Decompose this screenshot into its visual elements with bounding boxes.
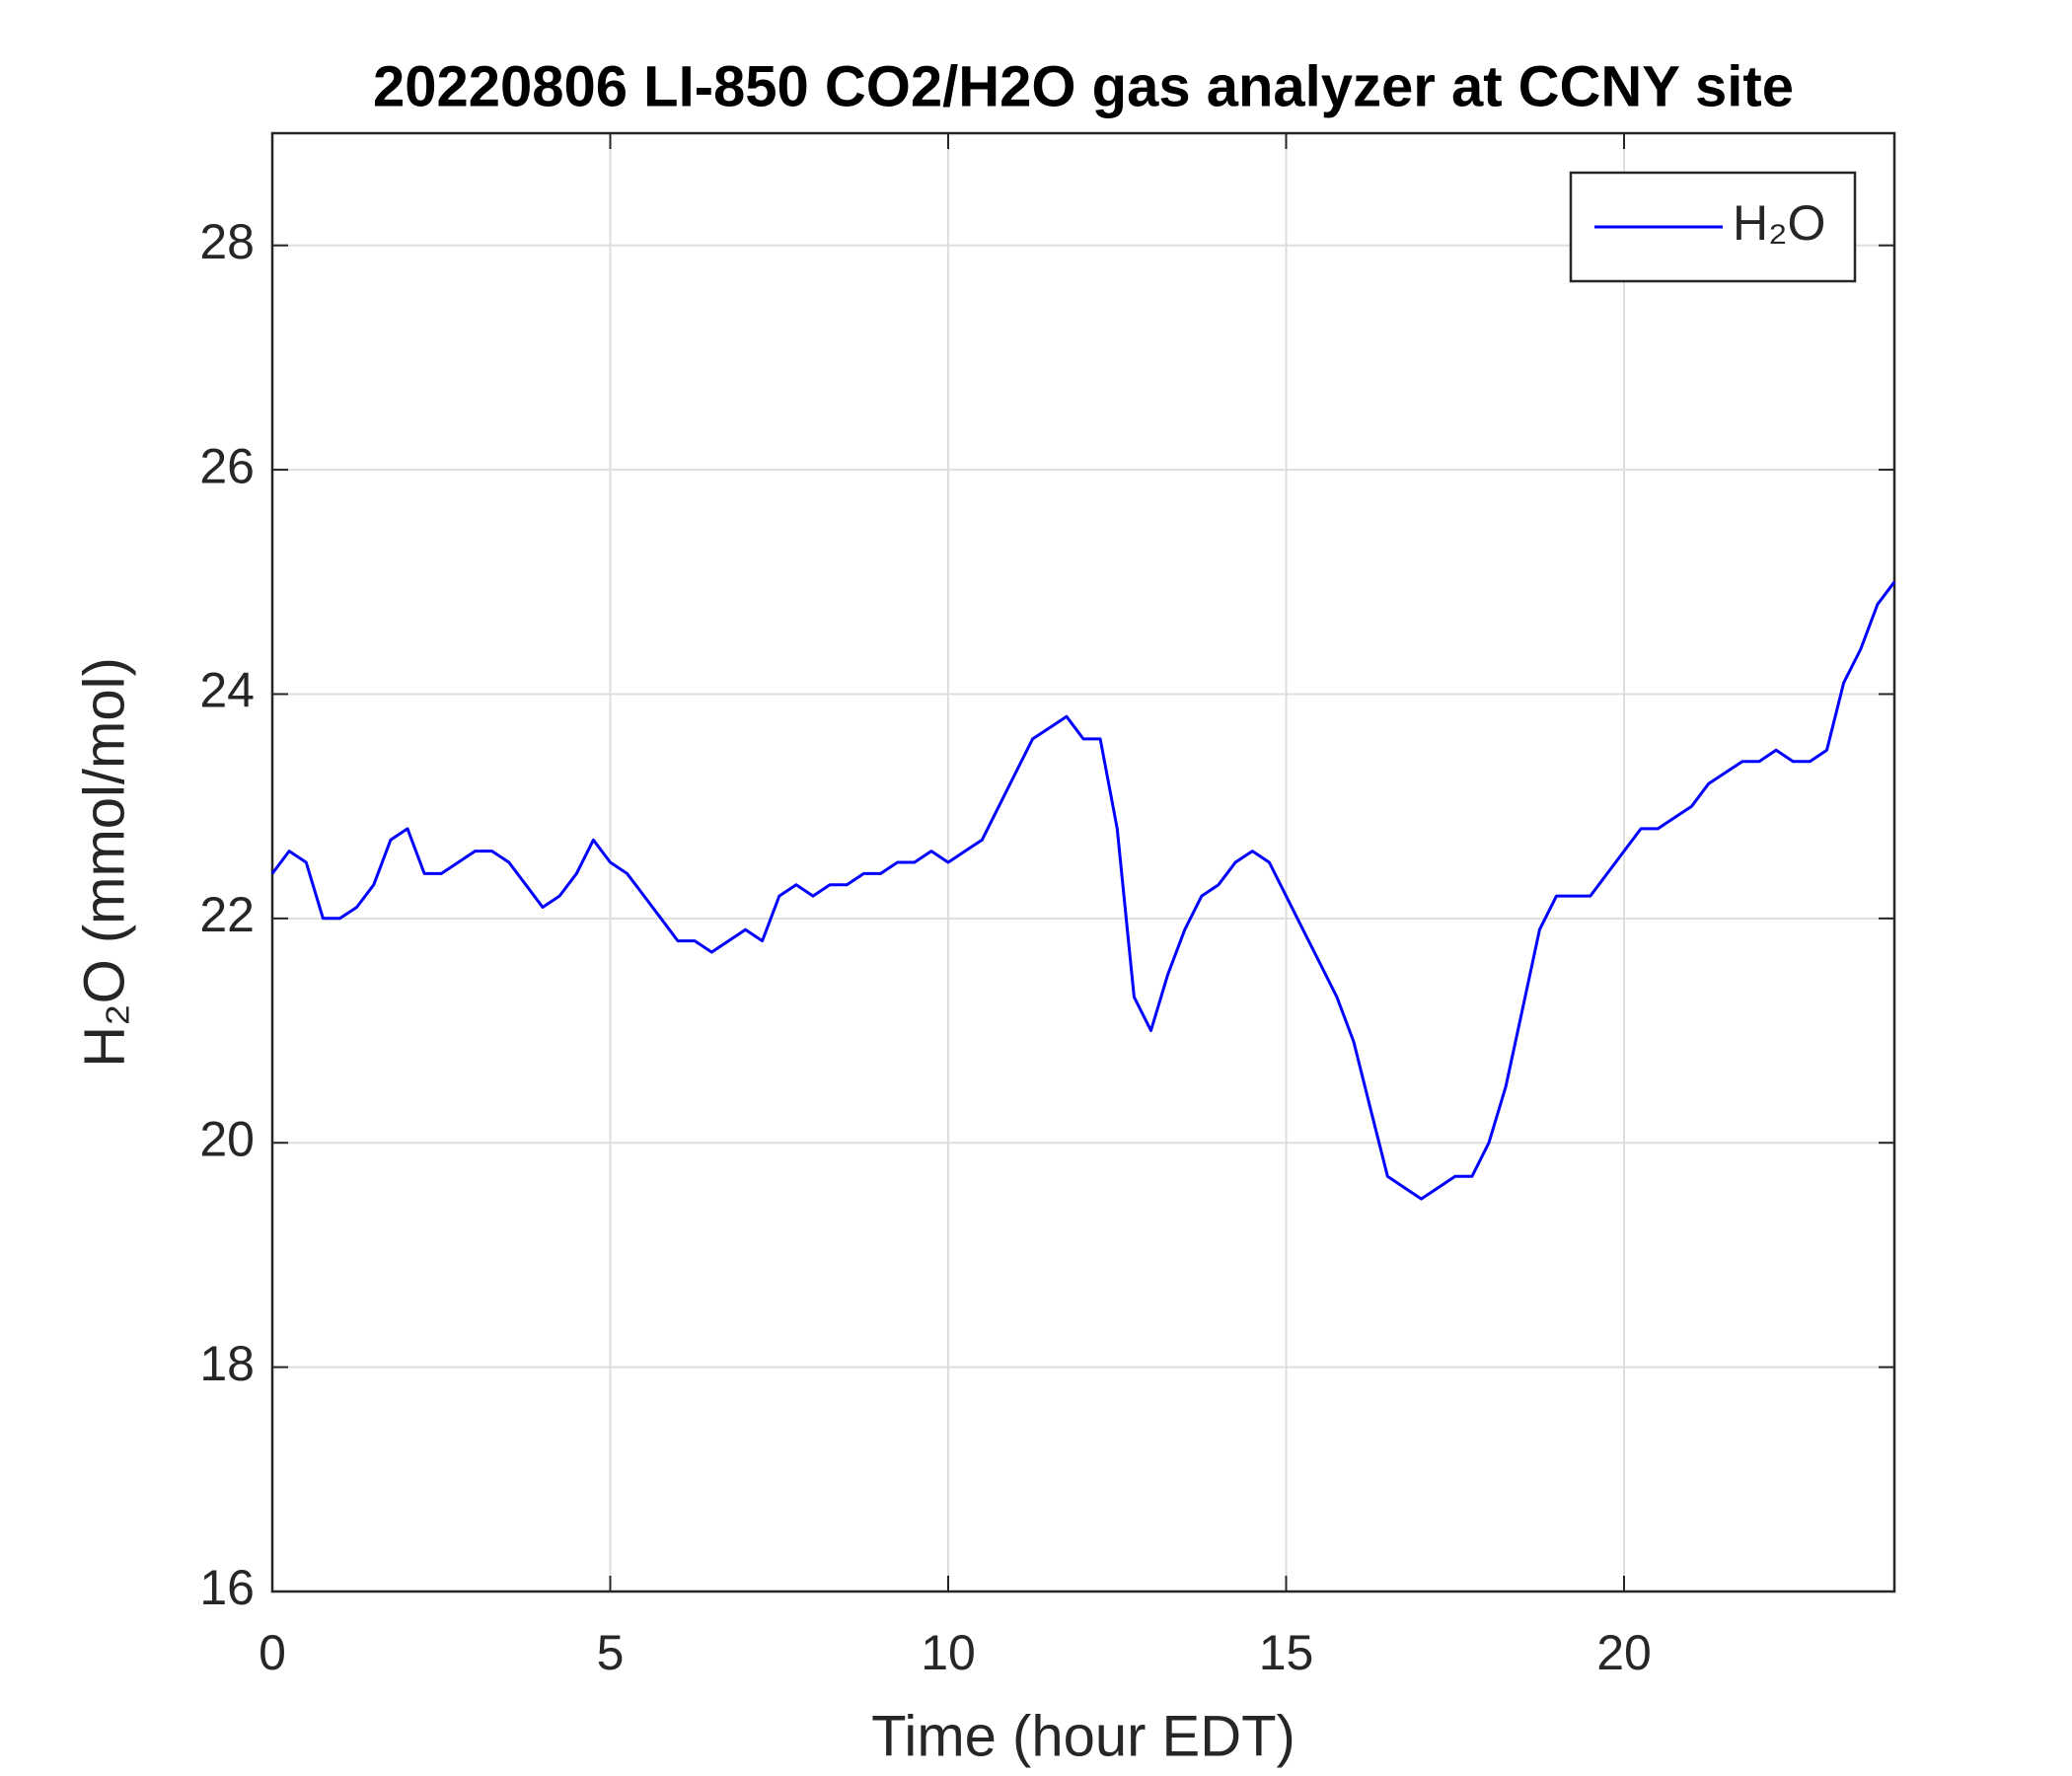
y-tick-label: 22: [199, 887, 255, 942]
y-axis-label: H₂O (mmol/mol): [72, 657, 136, 1068]
y-tick-label: 16: [199, 1560, 255, 1615]
y-tick-label: 24: [199, 663, 255, 718]
x-tick-label: 5: [597, 1625, 625, 1680]
y-tick-label: 26: [199, 438, 255, 493]
y-tick-label: 18: [199, 1336, 255, 1391]
x-tick-label: 10: [921, 1625, 976, 1680]
x-tick-label: 0: [259, 1625, 286, 1680]
y-tick-label: 20: [199, 1111, 255, 1166]
x-tick-label: 20: [1596, 1625, 1652, 1680]
legend-label: H₂O: [1733, 195, 1825, 251]
x-tick-label: 15: [1259, 1625, 1314, 1680]
plot-frame: [270, 131, 1896, 1593]
data-line: [270, 580, 1896, 1201]
x-axis-label: Time (hour EDT): [871, 1704, 1295, 1768]
chart-title: 20220806 LI-850 CO2/H2O gas analyzer at …: [373, 54, 1794, 118]
y-tick-label: 28: [199, 214, 255, 269]
